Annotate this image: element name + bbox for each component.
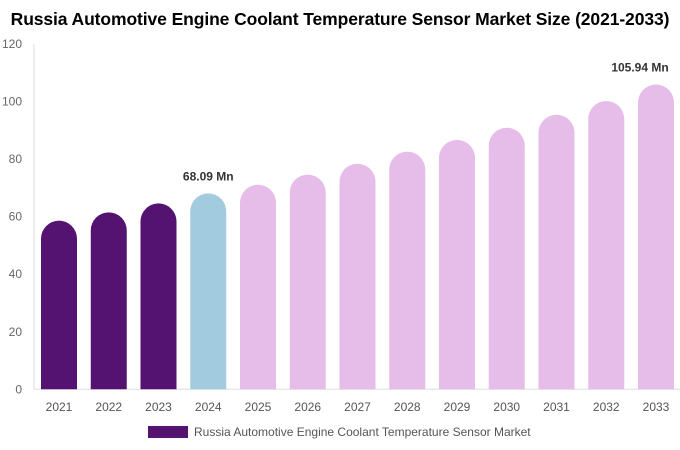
- x-tick-label: 2029: [444, 400, 471, 414]
- x-tick-label: 2031: [543, 400, 570, 414]
- bar-2024: [190, 193, 227, 390]
- bar-2025: [240, 184, 276, 390]
- bar-2023: [140, 203, 177, 390]
- y-tick-label: 0: [15, 382, 22, 396]
- data-label: 105.94 Mn: [611, 60, 668, 74]
- bar-2028: [389, 151, 426, 390]
- x-tick-label: 2033: [643, 400, 670, 414]
- data-label: 68.09 Mn: [183, 169, 234, 183]
- bar-2030: [488, 127, 525, 390]
- bar-2029: [439, 139, 475, 390]
- x-tick-label: 2022: [95, 400, 122, 414]
- bar-2032: [588, 100, 625, 390]
- x-tick-label: 2024: [195, 400, 222, 414]
- x-tick-label: 2026: [294, 400, 321, 414]
- bar-2026: [289, 174, 326, 390]
- legend-swatch: [148, 426, 188, 438]
- y-tick-label: 100: [2, 95, 22, 109]
- y-tick-label: 40: [9, 267, 23, 281]
- x-tick-label: 2021: [46, 400, 73, 414]
- bar-2027: [339, 163, 376, 390]
- x-tick-label: 2023: [145, 400, 172, 414]
- bar-2033: [638, 84, 674, 390]
- bar-2021: [41, 220, 77, 390]
- x-tick-label: 2028: [394, 400, 421, 414]
- y-tick-label: 20: [9, 325, 23, 339]
- x-tick-label: 2030: [493, 400, 520, 414]
- legend: Russia Automotive Engine Coolant Tempera…: [148, 425, 531, 439]
- bar-2022: [90, 212, 127, 390]
- y-tick-label: 60: [9, 210, 23, 224]
- chart-title: Russia Automotive Engine Coolant Tempera…: [10, 9, 670, 29]
- bar-2031: [538, 114, 575, 390]
- legend-label: Russia Automotive Engine Coolant Tempera…: [194, 425, 531, 439]
- y-tick-label: 120: [2, 37, 22, 51]
- x-tick-label: 2027: [344, 400, 371, 414]
- x-tick-label: 2025: [245, 400, 272, 414]
- y-tick-label: 80: [9, 152, 23, 166]
- x-tick-label: 2032: [593, 400, 620, 414]
